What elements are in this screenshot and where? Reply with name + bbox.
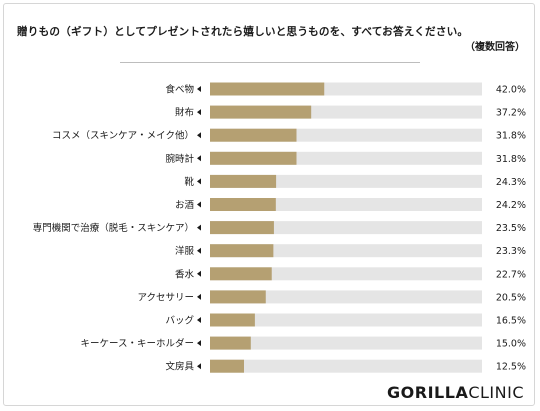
category-label: 文房具 xyxy=(165,361,194,373)
category-marker-icon xyxy=(197,155,201,162)
bar-track xyxy=(210,336,482,350)
category-label: バッグ xyxy=(165,315,194,327)
category-marker-icon xyxy=(197,132,201,139)
logo-text-clinic: CLINIC xyxy=(468,383,524,402)
category-label: コスメ（スキンケア・メイク他） xyxy=(52,130,194,142)
bar-track xyxy=(210,244,482,258)
bar xyxy=(210,221,274,235)
category-marker-icon xyxy=(197,293,201,300)
bar xyxy=(210,198,276,211)
category-marker-icon xyxy=(197,363,201,370)
category-marker-icon xyxy=(197,201,201,208)
value-label: 24.3% xyxy=(496,177,526,188)
category-marker-icon xyxy=(197,270,201,277)
bar xyxy=(210,267,272,281)
bar xyxy=(210,290,266,304)
chart-frame xyxy=(3,3,535,406)
gorilla-clinic-logo: GORILLACLINIC xyxy=(387,383,524,402)
title-divider xyxy=(120,62,420,63)
bar xyxy=(210,244,274,258)
category-label: お酒 xyxy=(175,200,195,211)
category-label: 専門機関で治療（脱毛・スキンケア） xyxy=(33,222,194,234)
value-label: 16.5% xyxy=(496,316,526,327)
bar-track xyxy=(210,174,482,188)
value-label: 31.8% xyxy=(496,131,526,142)
multiple-answer-note: （複数回答） xyxy=(465,42,525,53)
category-label: 香水 xyxy=(175,268,195,280)
category-label: 洋服 xyxy=(175,245,195,257)
bar xyxy=(210,174,277,188)
category-marker-icon xyxy=(197,178,201,185)
value-label: 20.5% xyxy=(496,292,526,303)
value-label: 31.8% xyxy=(496,154,526,165)
bar-track xyxy=(210,313,482,327)
bar-track xyxy=(210,290,482,304)
bar xyxy=(210,359,244,373)
chart-title: 贈りもの（ギフト）としてプレゼントされたら嬉しいと思うものを、すべてお答えくださ… xyxy=(17,26,469,38)
value-label: 24.2% xyxy=(496,200,526,211)
value-label: 37.2% xyxy=(496,108,526,119)
value-label: 22.7% xyxy=(496,269,526,280)
bar-track xyxy=(210,359,482,373)
category-marker-icon xyxy=(197,340,201,347)
category-label: 靴 xyxy=(184,176,194,188)
category-label: キーケース・キーホルダー xyxy=(80,338,194,350)
bar xyxy=(210,313,255,327)
category-label: 財布 xyxy=(175,107,194,119)
value-label: 12.5% xyxy=(496,362,526,373)
bar-track xyxy=(210,198,482,211)
bar xyxy=(210,82,325,96)
logo-text-gorilla: GORILLA xyxy=(387,383,469,402)
bar xyxy=(210,336,251,350)
category-label: 食べ物 xyxy=(165,84,194,96)
value-label: 23.5% xyxy=(496,223,526,234)
bar xyxy=(210,151,297,165)
category-marker-icon xyxy=(197,224,201,231)
category-marker-icon xyxy=(197,247,201,254)
category-label: 腕時計 xyxy=(165,153,194,165)
bar xyxy=(210,105,312,119)
bar-track xyxy=(210,221,482,235)
category-marker-icon xyxy=(197,109,201,116)
category-marker-icon xyxy=(197,317,201,323)
value-label: 42.0% xyxy=(496,85,526,96)
value-label: 23.3% xyxy=(496,246,526,257)
category-label: アクセサリー xyxy=(137,292,194,303)
bar xyxy=(210,128,297,142)
bar-track xyxy=(210,267,482,281)
category-marker-icon xyxy=(197,86,201,92)
value-label: 15.0% xyxy=(496,339,526,350)
